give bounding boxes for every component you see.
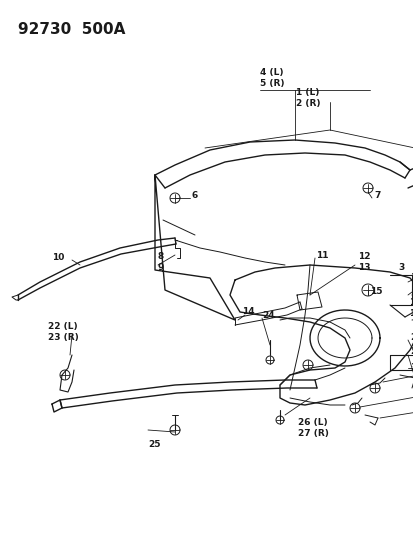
Text: 1 (L)
2 (R): 1 (L) 2 (R): [295, 88, 320, 108]
Text: 12
13: 12 13: [357, 252, 370, 272]
Text: 11: 11: [315, 252, 328, 261]
Text: 24: 24: [261, 311, 274, 319]
Text: 7: 7: [373, 191, 380, 200]
Text: 10: 10: [52, 254, 64, 262]
Text: 3: 3: [397, 263, 403, 272]
Text: 92730  500A: 92730 500A: [18, 22, 125, 37]
Text: 14: 14: [242, 308, 254, 317]
Text: 25: 25: [147, 440, 160, 449]
Text: 26 (L)
27 (R): 26 (L) 27 (R): [297, 418, 328, 438]
Text: 20: 20: [409, 334, 413, 343]
Text: 6: 6: [192, 191, 198, 200]
Text: 30: 30: [409, 364, 413, 373]
Text: 8
9: 8 9: [158, 252, 164, 272]
Text: 4 (L)
5 (R): 4 (L) 5 (R): [259, 68, 284, 88]
Text: 18 (L)
19 (R): 18 (L) 19 (R): [409, 298, 413, 318]
Text: 16: 16: [409, 273, 413, 282]
Text: 21: 21: [409, 348, 413, 357]
Text: 15: 15: [369, 287, 382, 296]
Text: 22 (L)
23 (R): 22 (L) 23 (R): [48, 322, 78, 342]
Text: 17: 17: [409, 288, 413, 297]
